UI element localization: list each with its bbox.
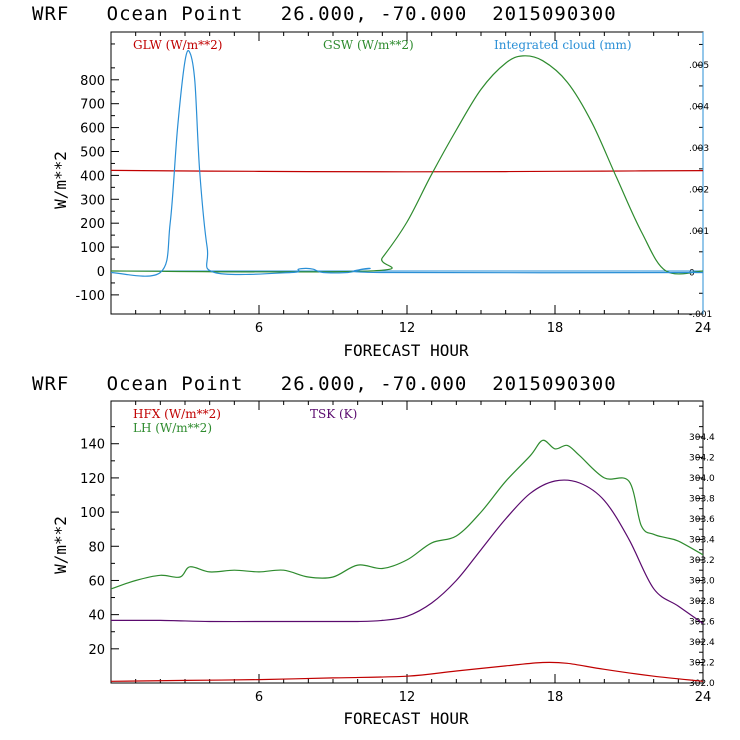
bottom-series-line-3 — [110, 479, 704, 624]
top-chart: WRF Ocean Point 26.000, -70.000 20150903… — [32, 3, 712, 360]
bottom-series-line-1 — [110, 661, 704, 682]
top-chart-title: WRF Ocean Point 26.000, -70.000 20150903… — [32, 3, 617, 25]
bottom-x-tick-label: 18 — [547, 690, 564, 705]
bottom-chart-title: WRF Ocean Point 26.000, -70.000 20150903… — [32, 373, 617, 395]
bottom-y-tick-label: 100 — [80, 506, 105, 521]
bottom-y2-tick-label: 302.4 — [689, 638, 715, 648]
bottom-y-tick-label: 40 — [88, 609, 105, 624]
top-series-line-2 — [110, 55, 704, 275]
top-y-tick-label: 700 — [80, 98, 105, 113]
bottom-x-tick-label: 24 — [695, 690, 712, 705]
top-y-tick-label: 600 — [80, 122, 105, 137]
top-x-tick-label: 12 — [399, 321, 416, 336]
top-x-tick-label: 6 — [255, 321, 263, 336]
bottom-y2-tick-label: 303.8 — [689, 494, 715, 504]
top-y2-tick-label: .002 — [689, 186, 709, 196]
bottom-y2-tick-label: 303.2 — [689, 556, 715, 566]
top-y-tick-label: -100 — [75, 289, 105, 304]
top-y-tick-label: 400 — [80, 169, 105, 184]
bottom-y2-tick-label: 303.6 — [689, 515, 715, 525]
bottom-y-tick-label: 20 — [88, 643, 105, 658]
top-series-line-1 — [110, 169, 704, 173]
bottom-y2-tick-label: 304.4 — [689, 433, 715, 443]
top-y-tick-label: 100 — [80, 241, 105, 256]
bottom-y2-tick-label: 304.2 — [689, 453, 715, 463]
bottom-y2-tick-label: 303.0 — [689, 576, 715, 586]
top-y-tick-label: 0 — [97, 265, 105, 280]
top-y2-tick-label: 0 — [689, 269, 695, 279]
bottom-y2-tick-label: 302.8 — [689, 597, 715, 607]
bottom-y-tick-label: 120 — [80, 472, 105, 487]
bottom-y2-tick-label: 302.0 — [689, 679, 715, 689]
top-y-tick-label: 300 — [80, 193, 105, 208]
bottom-y2-tick-label: 303.4 — [689, 535, 715, 545]
top-legend-gsw: GSW (W/m**2) — [323, 38, 414, 52]
bottom-x-tick-label: 6 — [255, 690, 263, 705]
bottom-legend-lh: LH (W/m**2) — [133, 421, 212, 435]
top-x-tick-label: 18 — [547, 321, 564, 336]
top-y-tick-label: 500 — [80, 145, 105, 160]
bottom-y-tick-label: 80 — [88, 540, 105, 555]
bottom-y-tick-label: 140 — [80, 438, 105, 453]
bottom-x-axis-label: FORECAST HOUR — [343, 709, 469, 728]
top-x-axis-label: FORECAST HOUR — [343, 341, 469, 360]
top-legend-cloud: Integrated cloud (mm) — [494, 38, 632, 52]
bottom-y2-tick-label: 304.0 — [689, 474, 715, 484]
top-y-tick-label: 200 — [80, 217, 105, 232]
top-y-axis-label: W/m**2 — [51, 151, 70, 209]
top-legend-glw: GLW (W/m**2) — [133, 38, 222, 52]
top-y2-tick-label: .004 — [689, 103, 709, 113]
bottom-series-line-2 — [110, 439, 704, 590]
bottom-y-tick-label: 60 — [88, 574, 105, 589]
bottom-chart: WRF Ocean Point 26.000, -70.000 20150903… — [32, 373, 715, 728]
bottom-legend-hfx: HFX (W/m**2) — [133, 407, 221, 421]
top-series-line-3 — [110, 49, 704, 277]
top-y2-tick-label: .005 — [689, 61, 709, 71]
top-y2-tick-label: .001 — [689, 227, 709, 237]
top-x-tick-label: 24 — [695, 321, 712, 336]
bottom-x-tick-label: 12 — [399, 690, 416, 705]
top-y-tick-label: 800 — [80, 74, 105, 89]
bottom-legend-tsk: TSK (K) — [310, 407, 357, 421]
top-y2-tick-label: .003 — [689, 144, 709, 154]
bottom-y2-tick-label: 302.2 — [689, 658, 715, 668]
bottom-y-axis-label: W/m**2 — [51, 516, 70, 574]
top-y2-tick-label: -.001 — [689, 310, 712, 320]
